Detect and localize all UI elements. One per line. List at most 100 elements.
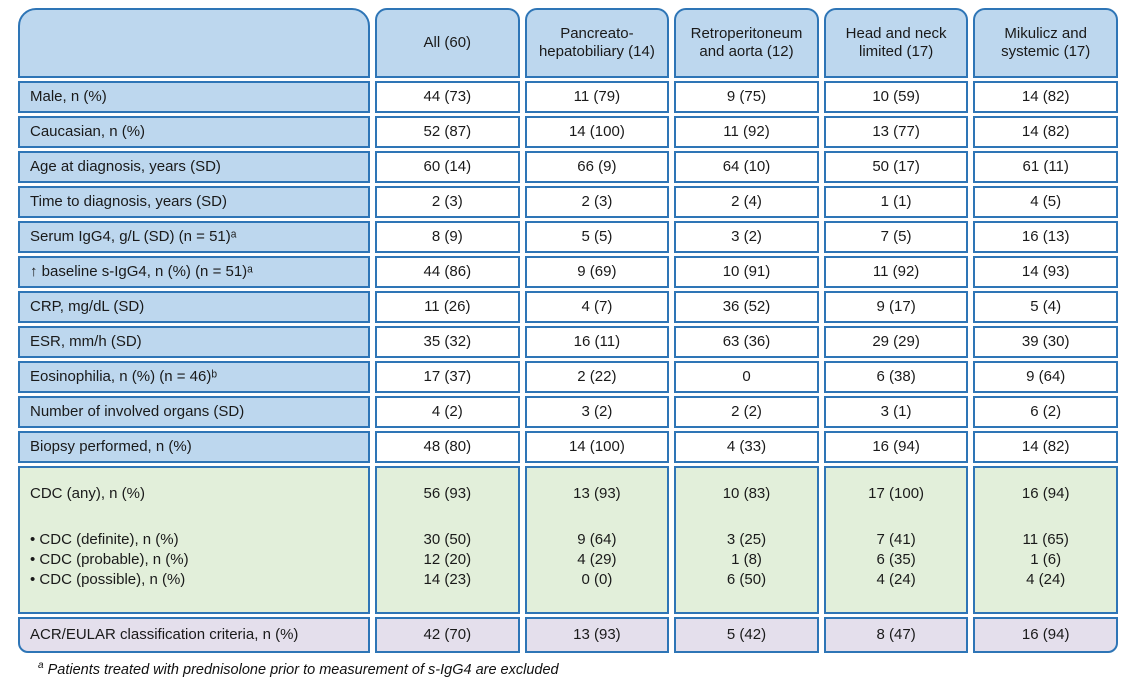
acr-row-label: ACR/EULAR classification criteria, n (%) bbox=[18, 617, 370, 653]
cdc-any-value: 10 (83) bbox=[722, 485, 771, 502]
cdc-probable-value: 4 (29) bbox=[577, 551, 617, 568]
value-cell: 61 (11) bbox=[973, 151, 1118, 183]
value-cell: 9 (64) bbox=[973, 361, 1118, 393]
column-header-head-neck-limited: Head and neck limited (17) bbox=[823, 8, 969, 78]
cdc-definite-value: 30 (50) bbox=[423, 531, 472, 548]
cdc-definite-value: 11 (65) bbox=[1022, 531, 1069, 548]
cdc-value-cell: 16 (94) 11 (65) 1 (6) 4 (24) bbox=[973, 466, 1118, 614]
cdc-blank-value bbox=[676, 504, 817, 530]
value-cell: 14 (100) bbox=[524, 431, 670, 463]
cdc-any-label: CDC (any), n (%) bbox=[30, 485, 146, 502]
value-cell: 66 (9) bbox=[524, 151, 670, 183]
row-label: ↑ baseline s-IgG4, n (%) (n = 51)ᵃ bbox=[18, 256, 370, 288]
value-cell: 8 (9) bbox=[375, 221, 520, 253]
acr-value-cell: 13 (93) bbox=[524, 617, 670, 653]
cdc-definite-value: 9 (64) bbox=[577, 531, 617, 548]
value-cell: 11 (92) bbox=[823, 256, 969, 288]
value-cell: 9 (17) bbox=[823, 291, 969, 323]
cdc-any-value: 17 (100) bbox=[868, 485, 925, 502]
value-cell: 14 (100) bbox=[524, 116, 670, 148]
value-cell: 44 (73) bbox=[375, 81, 520, 113]
value-cell: 0 bbox=[674, 361, 819, 393]
baseline-characteristics-table: All (60) Pancreato-hepatobiliary (14) Re… bbox=[18, 8, 1118, 653]
cdc-any-value: 56 (93) bbox=[423, 485, 472, 502]
value-cell: 13 (77) bbox=[823, 116, 969, 148]
cdc-value-cell: 13 (93) 9 (64) 4 (29) 0 (0) bbox=[524, 466, 670, 614]
cdc-value-cell: 56 (93) 30 (50) 12 (20) 14 (23) bbox=[375, 466, 520, 614]
footnote-marker: a bbox=[38, 660, 44, 671]
column-header-mikulicz-systemic: Mikulicz and systemic (17) bbox=[973, 8, 1118, 78]
cdc-value-cell: 10 (83) 3 (25) 1 (8) 6 (50) bbox=[674, 466, 819, 614]
cdc-possible-label: • CDC (possible), n (%) bbox=[30, 571, 186, 588]
cdc-possible-value: 6 (50) bbox=[726, 571, 767, 588]
value-cell: 6 (2) bbox=[973, 396, 1118, 428]
cdc-definite-label: • CDC (definite), n (%) bbox=[30, 531, 179, 548]
value-cell: 3 (2) bbox=[674, 221, 819, 253]
footnote: a Patients treated with prednisolone pri… bbox=[38, 660, 1118, 678]
cdc-blank-value bbox=[377, 504, 518, 530]
cdc-probable-label: • CDC (probable), n (%) bbox=[30, 551, 189, 568]
value-cell: 10 (91) bbox=[674, 256, 819, 288]
value-cell: 3 (1) bbox=[823, 396, 969, 428]
cdc-value-cell: 17 (100) 7 (41) 6 (35) 4 (24) bbox=[823, 466, 969, 614]
cdc-possible-value: 4 (24) bbox=[1026, 571, 1066, 588]
value-cell: 14 (82) bbox=[973, 81, 1118, 113]
row-label: CRP, mg/dL (SD) bbox=[18, 291, 370, 323]
value-cell: 2 (2) bbox=[674, 396, 819, 428]
row-label: ESR, mm/h (SD) bbox=[18, 326, 370, 358]
value-cell: 52 (87) bbox=[375, 116, 520, 148]
row-label: Caucasian, n (%) bbox=[18, 116, 370, 148]
value-cell: 17 (37) bbox=[375, 361, 520, 393]
row-label: Number of involved organs (SD) bbox=[18, 396, 370, 428]
value-cell: 16 (13) bbox=[973, 221, 1118, 253]
value-cell: 60 (14) bbox=[375, 151, 520, 183]
cdc-blank-value bbox=[975, 504, 1116, 530]
value-cell: 9 (75) bbox=[674, 81, 819, 113]
value-cell: 50 (17) bbox=[823, 151, 969, 183]
acr-value-cell: 16 (94) bbox=[973, 617, 1118, 653]
value-cell: 1 (1) bbox=[823, 186, 969, 218]
value-cell: 16 (94) bbox=[823, 431, 969, 463]
cdc-possible-value: 14 (23) bbox=[423, 571, 472, 588]
value-cell: 3 (2) bbox=[524, 396, 670, 428]
header-corner-cell bbox=[18, 8, 370, 78]
value-cell: 2 (22) bbox=[524, 361, 670, 393]
row-label: Eosinophilia, n (%) (n = 46)ᵇ bbox=[18, 361, 370, 393]
cdc-probable-value: 1 (8) bbox=[731, 551, 762, 568]
row-label: Biopsy performed, n (%) bbox=[18, 431, 370, 463]
cdc-any-value: 13 (93) bbox=[573, 485, 621, 502]
cdc-possible-value: 4 (24) bbox=[876, 571, 916, 588]
row-label: Serum IgG4, g/L (SD) (n = 51)ᵃ bbox=[18, 221, 370, 253]
value-cell: 44 (86) bbox=[375, 256, 520, 288]
value-cell: 63 (36) bbox=[674, 326, 819, 358]
value-cell: 16 (11) bbox=[524, 326, 670, 358]
value-cell: 48 (80) bbox=[375, 431, 520, 463]
value-cell: 5 (4) bbox=[973, 291, 1118, 323]
row-label: Time to diagnosis, years (SD) bbox=[18, 186, 370, 218]
column-header-pancreato-hepatobiliary: Pancreato-hepatobiliary (14) bbox=[524, 8, 670, 78]
value-cell: 4 (2) bbox=[375, 396, 520, 428]
cdc-probable-value: 6 (35) bbox=[876, 551, 916, 568]
cdc-any-value: 16 (94) bbox=[1021, 485, 1070, 502]
footnote-text: Patients treated with prednisolone prior… bbox=[47, 661, 559, 678]
value-cell: 11 (79) bbox=[524, 81, 670, 113]
value-cell: 6 (38) bbox=[823, 361, 969, 393]
value-cell: 2 (3) bbox=[375, 186, 520, 218]
acr-value-cell: 42 (70) bbox=[375, 617, 520, 653]
cdc-possible-value: 0 (0) bbox=[581, 571, 613, 588]
cdc-blank-value bbox=[826, 504, 967, 530]
value-cell: 14 (82) bbox=[973, 116, 1118, 148]
value-cell: 39 (30) bbox=[973, 326, 1118, 358]
cdc-probable-value: 12 (20) bbox=[423, 551, 472, 568]
value-cell: 14 (82) bbox=[973, 431, 1118, 463]
value-cell: 7 (5) bbox=[823, 221, 969, 253]
acr-value-cell: 5 (42) bbox=[674, 617, 819, 653]
value-cell: 11 (26) bbox=[375, 291, 520, 323]
column-header-all: All (60) bbox=[375, 8, 520, 78]
cdc-section-label-cell: CDC (any), n (%) • CDC (definite), n (%)… bbox=[18, 466, 370, 614]
column-header-retroperitoneum-aorta: Retroperitoneum and aorta (12) bbox=[674, 8, 819, 78]
value-cell: 35 (32) bbox=[375, 326, 520, 358]
cdc-blank-line bbox=[30, 504, 362, 530]
value-cell: 14 (93) bbox=[973, 256, 1118, 288]
value-cell: 29 (29) bbox=[823, 326, 969, 358]
